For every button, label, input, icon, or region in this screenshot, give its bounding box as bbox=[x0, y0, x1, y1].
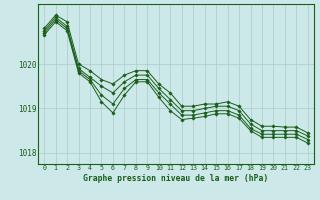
X-axis label: Graphe pression niveau de la mer (hPa): Graphe pression niveau de la mer (hPa) bbox=[84, 174, 268, 183]
